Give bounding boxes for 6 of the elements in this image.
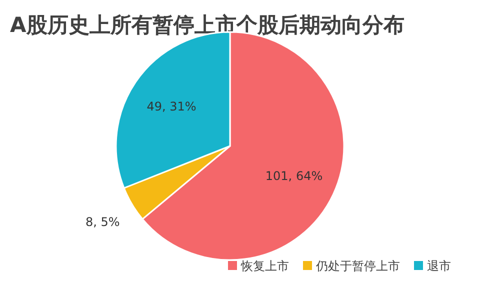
data-label: 8, 5% [85,214,120,229]
legend-label: 恢复上市 [240,259,289,273]
data-label: 101, 64% [265,168,323,183]
legend-label: 退市 [427,259,451,273]
data-label: 49, 31% [146,99,196,114]
legend-label: 仍处于暂停上市 [315,259,400,273]
